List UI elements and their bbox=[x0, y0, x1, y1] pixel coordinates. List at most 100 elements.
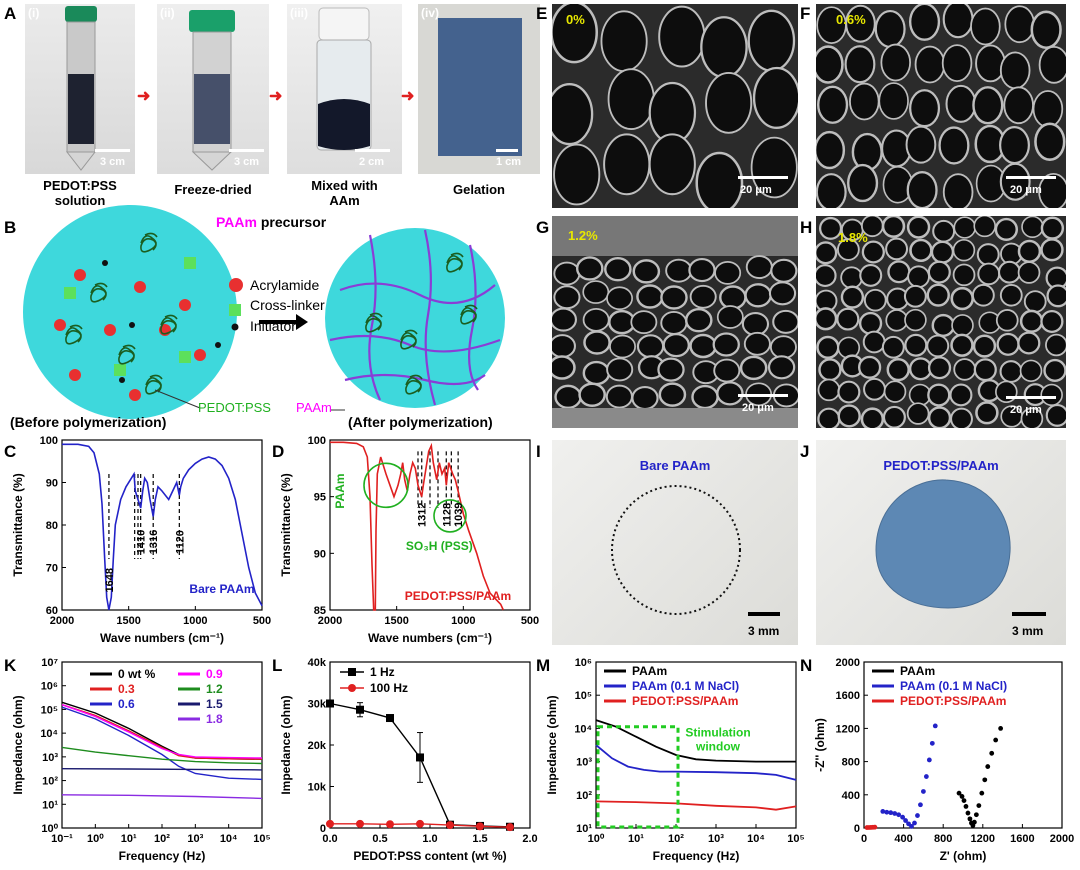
highlight-circle-paam bbox=[363, 462, 409, 509]
sem-pore bbox=[905, 125, 937, 164]
sem-pore bbox=[878, 82, 909, 120]
legend-label: Bare PAAm bbox=[189, 582, 254, 596]
series-line-bare-paam bbox=[62, 443, 263, 611]
legend-label: 1.2 bbox=[206, 682, 223, 696]
sem-pore bbox=[719, 285, 747, 310]
sem-pore bbox=[632, 259, 661, 284]
x-axis-label: Frequency (Hz) bbox=[653, 849, 740, 863]
series-line bbox=[61, 794, 263, 800]
sem-pore bbox=[942, 4, 974, 39]
sem-pore bbox=[648, 133, 696, 196]
sem-pore bbox=[883, 380, 907, 403]
sem-pore bbox=[657, 357, 685, 382]
x-axis-label: PEDOT:PSS content (wt %) bbox=[353, 849, 506, 863]
data-point bbox=[872, 824, 878, 830]
sem-pore bbox=[904, 333, 928, 357]
y-tick-label: 1200 bbox=[836, 723, 860, 735]
x-tick-label: 10² bbox=[668, 833, 684, 845]
data-point bbox=[918, 802, 923, 808]
legend-label: PAAm (0.1 M NaCl) bbox=[900, 679, 1007, 693]
legend-label: 1.5 bbox=[206, 697, 223, 711]
data-point bbox=[961, 798, 967, 804]
y-axis-label: Transmittance (%) bbox=[279, 473, 293, 576]
y-tick-label: 10³ bbox=[576, 757, 592, 769]
plot-frame bbox=[863, 661, 1063, 829]
sem-pore bbox=[606, 357, 634, 382]
sem-pore bbox=[1043, 358, 1066, 382]
arrow-icon: ➜ bbox=[137, 88, 151, 105]
scale-text: 20 μm bbox=[740, 184, 772, 196]
sem-pore bbox=[950, 286, 974, 311]
pedot-pointer bbox=[154, 389, 201, 409]
y-tick-label: 0 bbox=[854, 823, 860, 835]
sem-pore bbox=[658, 382, 687, 407]
y-axis-label: Impedance (ohm) bbox=[279, 695, 293, 794]
annotation-line-1: Stimulation bbox=[685, 726, 750, 740]
scale-bar bbox=[355, 149, 390, 152]
sem-pore bbox=[818, 358, 842, 382]
sem-pore bbox=[885, 237, 909, 261]
data-point bbox=[921, 789, 926, 794]
sem-pore bbox=[772, 309, 798, 334]
sem-pore bbox=[952, 263, 976, 287]
step-roman: (iv) bbox=[421, 6, 439, 20]
sem-pore bbox=[583, 330, 611, 355]
sem-pore bbox=[603, 133, 651, 196]
legend-label: PEDOT:PSS/PAAm bbox=[632, 694, 738, 708]
data-point bbox=[909, 823, 914, 829]
sem-pore bbox=[1019, 359, 1043, 382]
sem-pore bbox=[1040, 216, 1065, 240]
sem-pore bbox=[952, 239, 976, 262]
precursor-title: PAAm precursor bbox=[216, 214, 326, 230]
legend-label: PEDOT:PSS/PAAm bbox=[405, 589, 511, 603]
circle-label-paam: PAAm bbox=[333, 473, 347, 508]
x-tick-label: 10² bbox=[154, 833, 170, 845]
sem-pore bbox=[931, 313, 955, 338]
arrow-icon: ➜ bbox=[269, 88, 283, 105]
sem-pore bbox=[858, 311, 883, 335]
arrow-icon: ➜ bbox=[401, 88, 415, 105]
sem-pore bbox=[665, 258, 693, 283]
sem-texture bbox=[816, 4, 1066, 208]
panel-label-k: K bbox=[4, 656, 17, 675]
y-tick-label: 800 bbox=[842, 757, 860, 769]
photo-pedot-paam: PEDOT:PSS/PAAm 3 mm bbox=[816, 440, 1066, 645]
sem-pore bbox=[914, 45, 946, 84]
peak-annotation: 1120 bbox=[174, 530, 186, 554]
legend-label: PAAm bbox=[900, 664, 935, 678]
scale-bar bbox=[95, 149, 130, 152]
y-tick-label: 10⁷ bbox=[41, 657, 58, 669]
y-tick-label: 10³ bbox=[42, 752, 58, 764]
y-axis-label: -Z'' (ohm) bbox=[813, 718, 827, 772]
sem-pore bbox=[976, 243, 1000, 266]
plot-frame bbox=[329, 661, 531, 829]
pedot-coil bbox=[446, 252, 464, 273]
y-tick-label: 10⁴ bbox=[574, 723, 592, 735]
sem-pore bbox=[741, 311, 770, 337]
legend-crosslinker-icon bbox=[229, 304, 241, 316]
sem-pore bbox=[1021, 216, 1044, 239]
pedot-coil bbox=[405, 374, 423, 395]
peak-annotation: 1312 bbox=[417, 503, 429, 527]
sem-pore bbox=[604, 257, 632, 282]
sem-pore bbox=[973, 358, 997, 382]
sem-pore bbox=[999, 51, 1031, 90]
x-tick-label: 1.5 bbox=[472, 833, 487, 845]
panel-label-l: L bbox=[272, 656, 283, 675]
y-tick-label: 10¹ bbox=[576, 823, 592, 835]
sem-pore bbox=[1030, 10, 1062, 50]
x-tick-label: 1600 bbox=[1010, 833, 1034, 845]
legend-marker bbox=[348, 684, 356, 692]
before-disk bbox=[23, 205, 237, 419]
sem-pore bbox=[885, 309, 909, 332]
sem-pore bbox=[881, 335, 905, 359]
y-tick-label: 20k bbox=[308, 740, 327, 752]
caption-iv: Gelation bbox=[418, 182, 540, 197]
sem-pore bbox=[1003, 86, 1034, 125]
data-point bbox=[971, 819, 977, 825]
data-point bbox=[985, 764, 991, 769]
caption-line: PEDOT:PSS bbox=[43, 178, 117, 193]
y-tick-label: 10⁵ bbox=[575, 690, 592, 702]
sem-pore bbox=[973, 216, 996, 238]
data-point bbox=[416, 753, 424, 762]
